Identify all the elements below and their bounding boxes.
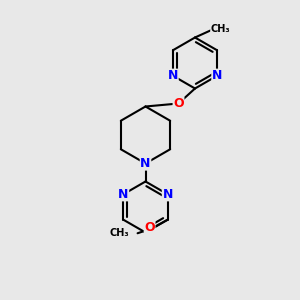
Text: N: N: [162, 188, 173, 201]
Text: N: N: [212, 69, 222, 82]
Text: N: N: [140, 157, 151, 170]
Text: O: O: [144, 221, 155, 234]
Text: O: O: [173, 97, 184, 110]
Text: N: N: [168, 69, 178, 82]
Text: CH₃: CH₃: [211, 23, 230, 34]
Text: CH₃: CH₃: [110, 228, 129, 238]
Text: N: N: [118, 188, 129, 201]
